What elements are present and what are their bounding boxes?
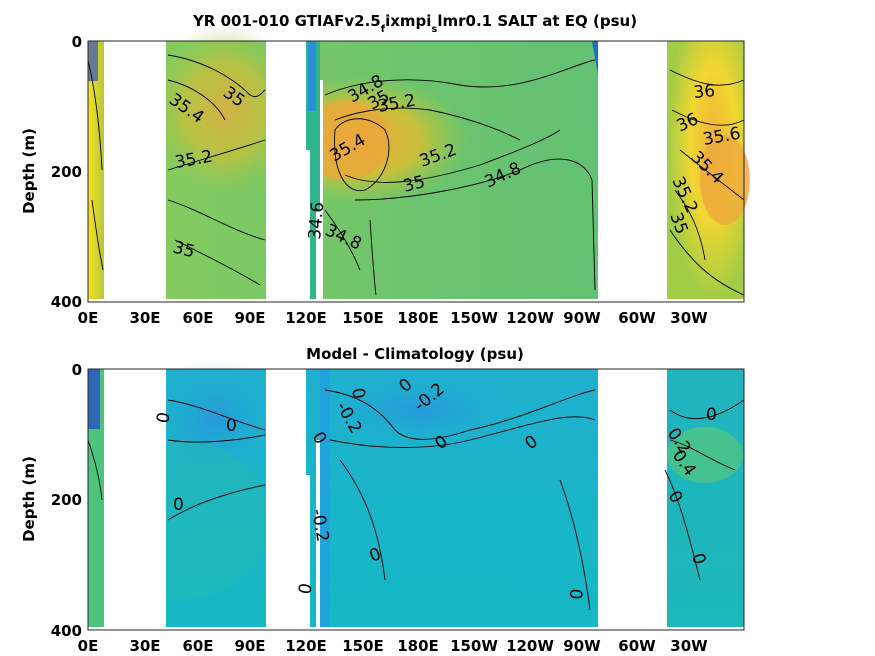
x-tick-label: 0E	[78, 637, 99, 655]
panel-bottom-land-mask	[104, 369, 667, 627]
x-tick-label: 60E	[182, 637, 213, 655]
y-tick-label: 200	[51, 163, 82, 181]
panel-bottom-title: Model - Climatology (psu)	[306, 345, 524, 363]
y-tick-label: 200	[51, 491, 82, 509]
x-tick-label: 60W	[618, 637, 656, 655]
contour-label: 0	[153, 411, 175, 425]
y-tick-label: 400	[51, 293, 82, 311]
panel-top: YR 001-010 GTIAFv2.5fixmpislmr0.1 SALT a…	[20, 12, 750, 327]
x-tick-label: 90E	[234, 309, 265, 327]
panel-bottom-contour-lines	[87, 389, 745, 611]
y-tick-label: 0	[72, 33, 82, 51]
x-tick-label: 60E	[182, 309, 213, 327]
panel-top-land-mask	[88, 41, 744, 302]
x-tick-label: 30E	[129, 309, 160, 327]
contour-label: 0	[347, 386, 369, 400]
x-tick-label: 30E	[129, 637, 160, 655]
panel-top-axes-box	[87, 40, 745, 303]
x-tick-label: 90W	[563, 637, 601, 655]
x-tick-label: 60W	[618, 309, 656, 327]
x-tick-label: 30W	[670, 309, 708, 327]
contour-label: 34.6	[305, 201, 328, 240]
x-tick-label: 150W	[450, 309, 498, 327]
x-tick-label: 90E	[234, 637, 265, 655]
contour-label: 0	[226, 416, 237, 436]
panel-top-title: YR 001-010 GTIAFv2.5fixmpislmr0.1 SALT a…	[192, 12, 637, 35]
x-tick-label: 30W	[670, 637, 708, 655]
x-tick-label: 120E	[285, 309, 327, 327]
x-tick-label: 120W	[506, 309, 554, 327]
panel-bottom-y-ticks: 0 200 400	[51, 361, 82, 640]
x-tick-label: 180E	[397, 637, 439, 655]
panel-bottom: Model - Climatology (psu)	[20, 345, 745, 655]
contour-label: 0	[173, 495, 184, 515]
panel-bottom-y-axis-label: Depth (m)	[20, 456, 38, 542]
x-tick-label: 150W	[450, 637, 498, 655]
y-tick-label: 400	[51, 622, 82, 640]
x-tick-label: 150E	[342, 309, 384, 327]
panel-top-y-axis-label: Depth (m)	[20, 128, 38, 214]
x-tick-label: 150E	[342, 637, 384, 655]
x-tick-label: 120E	[285, 637, 327, 655]
x-tick-label: 90W	[563, 309, 601, 327]
contour-label: 0	[687, 551, 709, 567]
panel-top-x-ticks: 0E 30E 60E 90E 120E 150E 180E 150W 120W …	[78, 309, 709, 327]
contour-label: 0	[567, 588, 588, 601]
x-tick-label: 120W	[506, 637, 554, 655]
panel-bottom-axes-box	[87, 368, 745, 631]
x-tick-label: 0E	[78, 309, 99, 327]
panel-top-y-ticks: 0 200 400	[51, 33, 82, 311]
panel-bottom-x-ticks: 0E 30E 60E 90E 120E 150E 180E 150W 120W …	[78, 637, 709, 655]
y-tick-label: 0	[72, 361, 82, 379]
contour-label: 0	[706, 405, 717, 425]
contour-label: 0	[295, 582, 317, 596]
panel-top-contour-lines	[87, 54, 745, 296]
x-tick-label: 180E	[397, 309, 439, 327]
contour-label: 36	[693, 81, 716, 103]
